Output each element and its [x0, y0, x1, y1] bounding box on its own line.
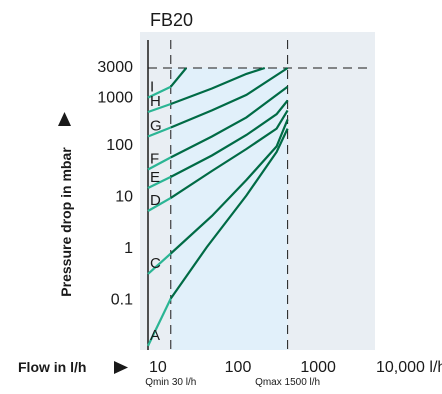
- curve-label-I: I: [150, 79, 154, 96]
- curve-I-low-flow: [147, 85, 172, 99]
- x-tick-label-1: 100: [225, 359, 252, 376]
- curve-label-D: D: [150, 192, 161, 209]
- x-tick-label-0: 10: [149, 359, 167, 376]
- curve-G-low-flow: [147, 126, 172, 138]
- x-tick-label-3: 10,000 l/h: [376, 359, 442, 376]
- x-axis-label: Flow in l/h: [18, 359, 86, 375]
- curve-G: [170, 67, 289, 129]
- y-tick-label-3: 100: [106, 137, 133, 154]
- y-axis-label: Pressure drop in mbar: [58, 147, 74, 297]
- x-axis-arrow-icon: [114, 361, 128, 374]
- curve-I: [169, 67, 188, 88]
- curve-label-A: A: [150, 327, 160, 344]
- reference-label-1: Qmax 1500 l/h: [255, 377, 320, 388]
- x-tick-label-2: 1000: [300, 359, 336, 376]
- curve-H: [170, 66, 266, 106]
- y-tick-label-1: 1: [124, 240, 133, 257]
- curve-E-low-flow: [147, 175, 172, 189]
- curve-A: [169, 128, 289, 300]
- curve-label-F: F: [150, 151, 159, 168]
- curve-E: [170, 99, 289, 178]
- curve-label-H: H: [150, 93, 161, 110]
- y-axis-arrow-icon: [58, 112, 71, 126]
- curve-label-C: C: [150, 255, 161, 272]
- curve-D: [170, 109, 289, 199]
- y-tick-label-0: 0.1: [111, 292, 133, 309]
- curve-F: [170, 85, 289, 159]
- curve-A-low-flow: [147, 298, 172, 347]
- chart-title: FB20: [150, 10, 193, 30]
- reference-label-0: Qmin 30 l/h: [145, 377, 196, 388]
- y-tick-label-5: 3000: [97, 59, 133, 76]
- curve-C: [170, 119, 289, 255]
- operating-range-shade: [170, 68, 288, 350]
- curve-label-E: E: [150, 169, 160, 186]
- y-tick-label-2: 10: [115, 189, 133, 206]
- y-tick-label-4: 1000: [97, 90, 133, 107]
- curve-D-low-flow: [147, 196, 172, 212]
- curve-H-low-flow: [147, 102, 172, 114]
- curve-C-low-flow: [147, 252, 172, 275]
- curve-label-G: G: [150, 118, 162, 135]
- curve-F-low-flow: [147, 156, 172, 171]
